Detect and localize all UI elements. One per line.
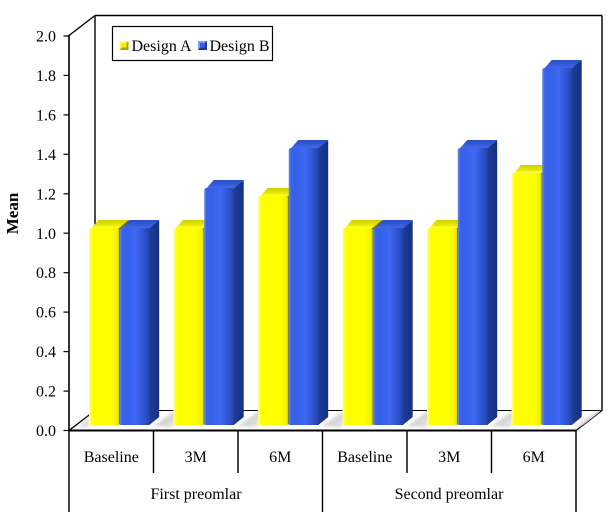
svg-text:0.4: 0.4 xyxy=(36,344,56,361)
svg-text:1.0: 1.0 xyxy=(36,226,56,243)
svg-text:3M: 3M xyxy=(438,449,460,466)
svg-text:0.2: 0.2 xyxy=(36,384,56,401)
svg-text:Design A: Design A xyxy=(132,38,192,55)
svg-text:2.0: 2.0 xyxy=(36,29,56,46)
svg-text:Design B: Design B xyxy=(210,38,270,55)
svg-text:Baseline: Baseline xyxy=(337,449,392,466)
svg-text:1.6: 1.6 xyxy=(36,107,56,124)
svg-text:0.8: 0.8 xyxy=(36,265,56,282)
svg-text:1.8: 1.8 xyxy=(36,68,56,85)
svg-text:Baseline: Baseline xyxy=(84,449,139,466)
svg-text:Mean: Mean xyxy=(3,192,22,234)
svg-text:0.0: 0.0 xyxy=(36,423,56,440)
svg-text:6M: 6M xyxy=(523,449,545,466)
svg-text:1.2: 1.2 xyxy=(36,186,56,203)
svg-text:Second preomlar: Second preomlar xyxy=(395,486,505,503)
svg-text:1.4: 1.4 xyxy=(36,147,56,164)
svg-text:6M: 6M xyxy=(269,449,291,466)
svg-text:First preomlar: First preomlar xyxy=(150,486,242,503)
svg-text:3M: 3M xyxy=(185,449,207,466)
svg-text:0.6: 0.6 xyxy=(36,305,56,322)
